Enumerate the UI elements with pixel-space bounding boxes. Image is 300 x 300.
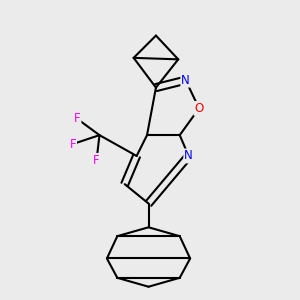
Text: F: F [69,138,76,151]
Text: O: O [194,102,204,115]
Text: N: N [184,149,193,162]
Text: F: F [93,154,100,167]
Text: F: F [74,112,80,125]
Text: N: N [181,74,190,87]
